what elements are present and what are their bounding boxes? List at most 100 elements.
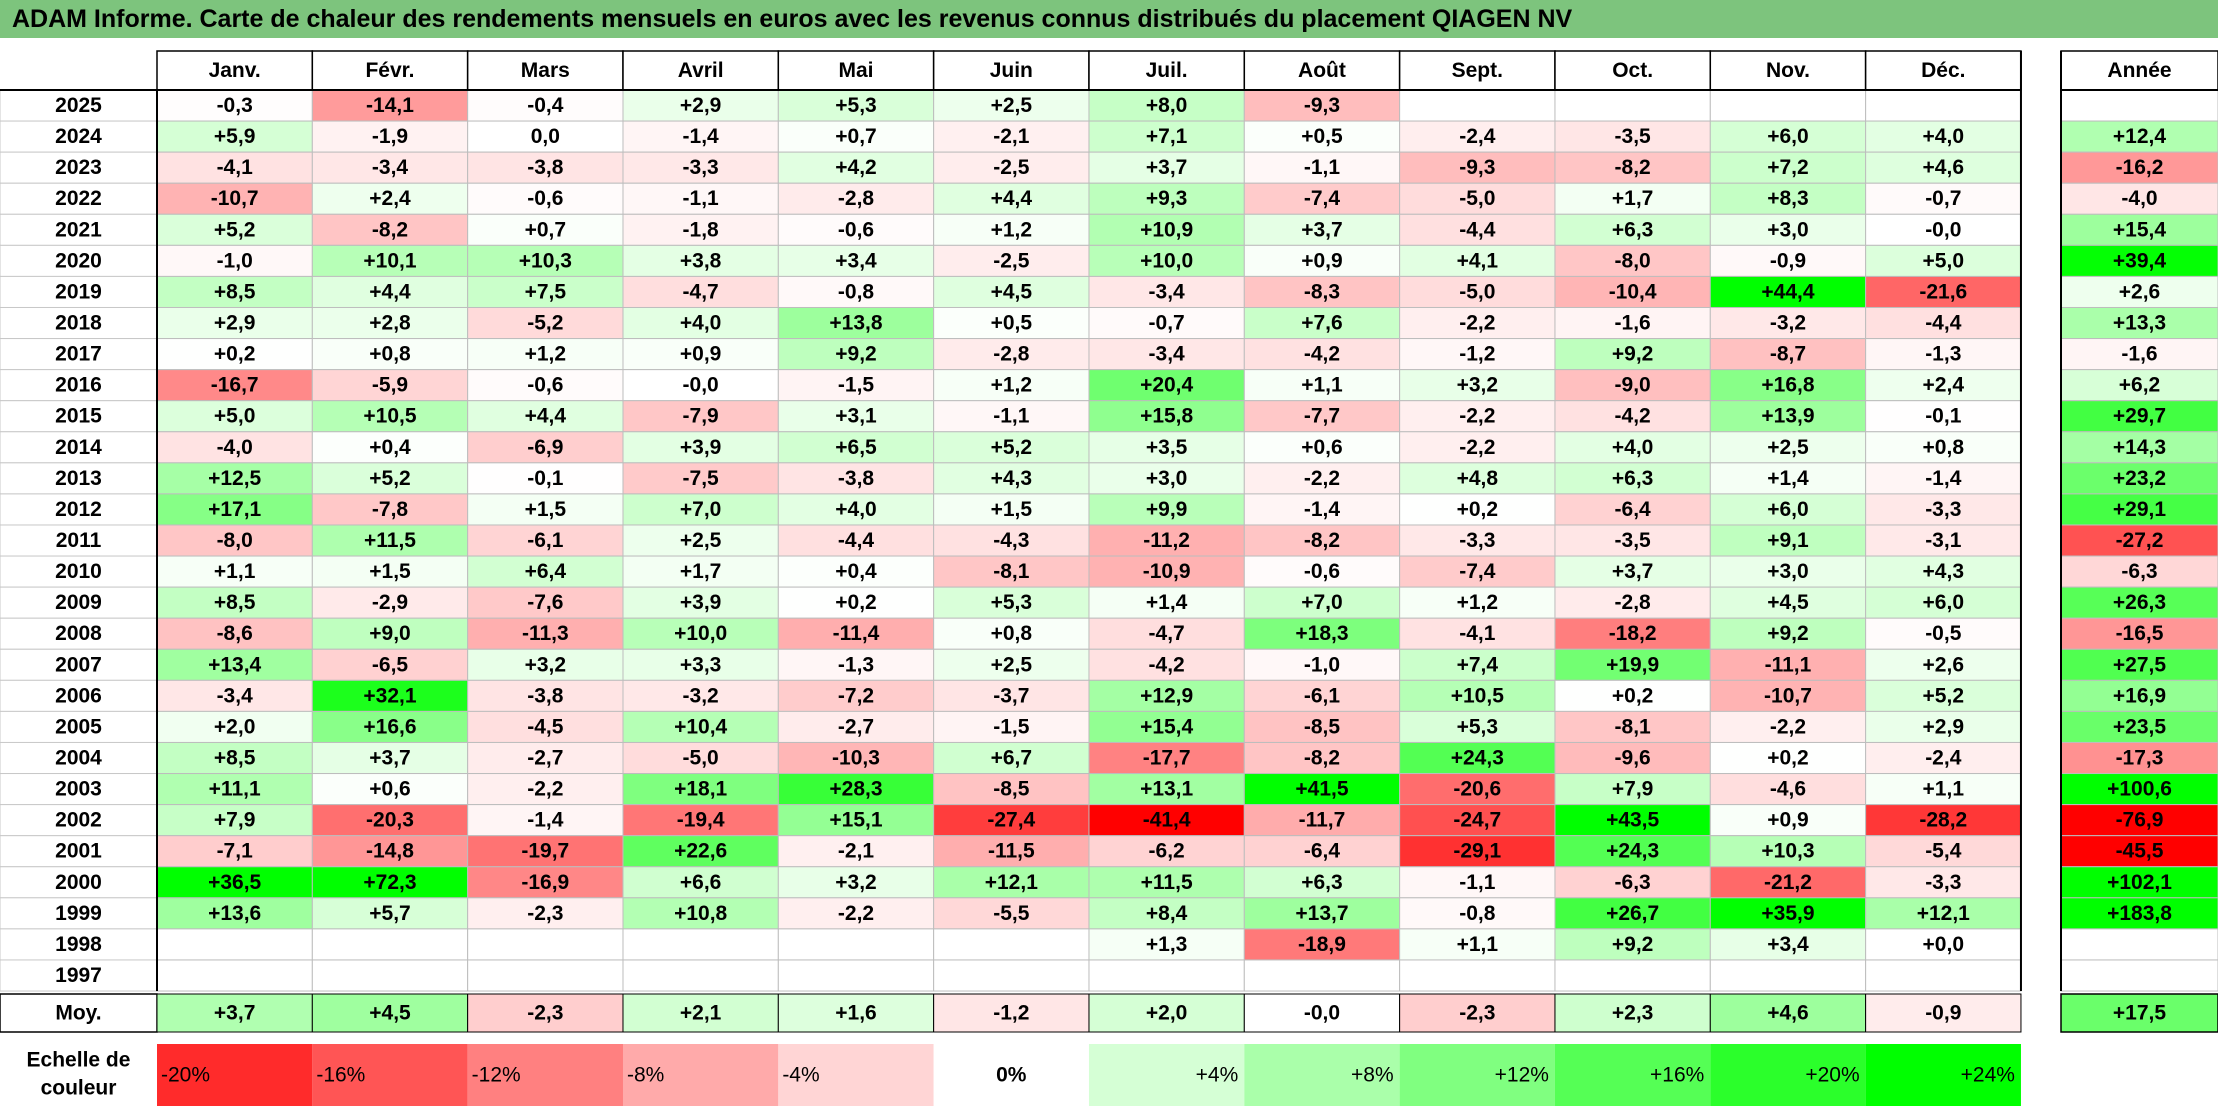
- heatmap-cell-value: +4,3: [1923, 560, 1964, 583]
- month-header-label: Févr.: [365, 59, 414, 82]
- heatmap-cell-value: -3,3: [1459, 529, 1495, 552]
- month-header-cell: [1554, 50, 1712, 91]
- heatmap-cell-value: +5,2: [991, 436, 1032, 459]
- annual-cell-value: +15,4: [2113, 218, 2166, 241]
- heatmap-cell-value: +19,9: [1606, 653, 1659, 676]
- heatmap-cell-value: +2,4: [1923, 374, 1965, 397]
- heatmap-cell-value: +13,9: [1761, 405, 1814, 428]
- heatmap-cell-value: +7,5: [525, 280, 567, 303]
- heatmap-cell-value: +20,4: [1140, 374, 1193, 397]
- scale-label-line2: couleur: [41, 1077, 117, 1100]
- heatmap-cell: [467, 741, 624, 775]
- year-cell: [0, 400, 158, 433]
- heatmap-cell: [933, 617, 1090, 650]
- year-cell: [0, 773, 158, 806]
- heatmap-cell-value: -4,6: [1770, 778, 1806, 801]
- heatmap-cell-value: +5,2: [214, 218, 255, 241]
- heatmap-cell: [933, 959, 1090, 992]
- year-label: 2019: [55, 280, 102, 303]
- year-label: 2006: [55, 684, 102, 707]
- annual-cell-value: -17,3: [2116, 747, 2164, 770]
- heatmap-cell-value: +3,2: [1457, 374, 1498, 397]
- average-cell: [1709, 993, 1867, 1033]
- heatmap-cell: [777, 555, 935, 588]
- heatmap-cell-value: +12,5: [208, 467, 261, 490]
- heatmap-cell-value: +2,6: [1923, 653, 1964, 676]
- heatmap-cell: [1554, 400, 1711, 433]
- annual-cell: [2060, 586, 2218, 619]
- heatmap-cell: [156, 306, 313, 340]
- heatmap-cell: [156, 151, 313, 184]
- heatmap-cell: [1709, 586, 1867, 619]
- year-label: 2007: [55, 653, 102, 676]
- heatmap-cell-value: -5,0: [683, 747, 719, 770]
- heatmap-cell: [1243, 866, 1401, 899]
- year-label: 1999: [55, 902, 102, 925]
- heatmap-cell: [777, 959, 935, 992]
- annual-cell: [2060, 213, 2218, 246]
- heatmap-cell-value: -4,5: [527, 715, 564, 738]
- heatmap-cell-value: -7,5: [683, 467, 720, 490]
- heatmap-cell-value: +4,0: [1923, 125, 1964, 148]
- year-label: 2025: [55, 94, 102, 117]
- heatmap-cell-value: +18,1: [674, 778, 727, 801]
- heatmap-cell-value: -4,4: [838, 529, 875, 552]
- heatmap-cell-value: +4,1: [1457, 249, 1499, 272]
- average-cell: [1243, 993, 1401, 1033]
- year-label: 2004: [55, 747, 102, 770]
- heatmap-cell-value: -0,6: [527, 374, 563, 397]
- heatmap-cell-value: +10,4: [674, 715, 727, 738]
- heatmap-cell: [622, 555, 779, 588]
- heatmap-cell-value: +3,0: [1146, 467, 1187, 490]
- heatmap-cell: [1554, 275, 1711, 308]
- heatmap-cell: [1399, 151, 1556, 184]
- heatmap-cell-value: +4,0: [680, 312, 721, 335]
- heatmap-cell: [1554, 835, 1711, 868]
- heatmap-cell: [1243, 524, 1401, 557]
- heatmap-cell: [1709, 151, 1867, 184]
- heatmap-cell: [1399, 773, 1556, 806]
- heatmap-cell: [622, 586, 779, 619]
- heatmap-cell-value: -8,0: [217, 529, 253, 552]
- heatmap-cell-value: -1,0: [217, 249, 253, 272]
- month-header-label: Sept.: [1452, 59, 1503, 82]
- heatmap-cell-value: -1,1: [1304, 156, 1341, 179]
- heatmap-cell-value: +3,9: [680, 591, 721, 614]
- heatmap-cell-value: -3,4: [217, 684, 254, 707]
- scale-label-line1: Echelle de: [27, 1049, 131, 1072]
- year-label: 2012: [55, 498, 102, 521]
- heatmap-cell-value: -9,0: [1615, 374, 1651, 397]
- heatmap-cell-value: +10,5: [363, 405, 416, 428]
- heatmap-cell: [311, 462, 469, 495]
- heatmap-cell: [1709, 120, 1867, 153]
- month-header-label: Avril: [678, 59, 724, 82]
- heatmap-cell-value: -3,3: [1925, 871, 1961, 894]
- heatmap-cell-value: -11,7: [1299, 809, 1346, 832]
- heatmap-cell-value: +3,3: [680, 653, 721, 676]
- heatmap-cell: [467, 617, 624, 650]
- heatmap-cell: [1554, 741, 1711, 775]
- heatmap-cell-value: -10,7: [1764, 684, 1812, 707]
- year-label: 2017: [55, 343, 102, 366]
- annual-cell-value: +23,5: [2113, 715, 2166, 738]
- heatmap-cell-value: +9,1: [1767, 529, 1809, 552]
- scale-swatch-label: -4%: [782, 1064, 819, 1087]
- month-header-label: Oct.: [1612, 59, 1653, 82]
- heatmap-cell: [1088, 866, 1245, 899]
- scale-swatch: [933, 1044, 1089, 1106]
- heatmap-cell: [1865, 555, 2022, 588]
- scale-swatch: [622, 1044, 779, 1106]
- heatmap-cell: [1554, 928, 1711, 961]
- heatmap-cell: [1399, 648, 1556, 681]
- heatmap-cell-value: -7,8: [372, 498, 409, 521]
- heatmap-cell: [1709, 617, 1867, 650]
- annual-cell-value: +39,4: [2113, 249, 2166, 272]
- heatmap-cell: [1554, 804, 1711, 837]
- heatmap-cell: [1709, 338, 1867, 371]
- heatmap-cell-value: +3,5: [1146, 436, 1188, 459]
- heatmap-cell: [933, 369, 1090, 402]
- year-label: 2010: [55, 560, 102, 583]
- heatmap-cell: [311, 866, 469, 899]
- heatmap-cell: [933, 120, 1090, 153]
- year-label: 2000: [55, 871, 102, 894]
